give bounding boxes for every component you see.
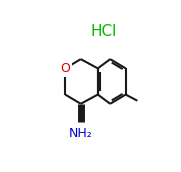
Text: O: O [60, 62, 70, 75]
Text: HCl: HCl [91, 24, 117, 39]
Text: NH₂: NH₂ [69, 127, 93, 140]
